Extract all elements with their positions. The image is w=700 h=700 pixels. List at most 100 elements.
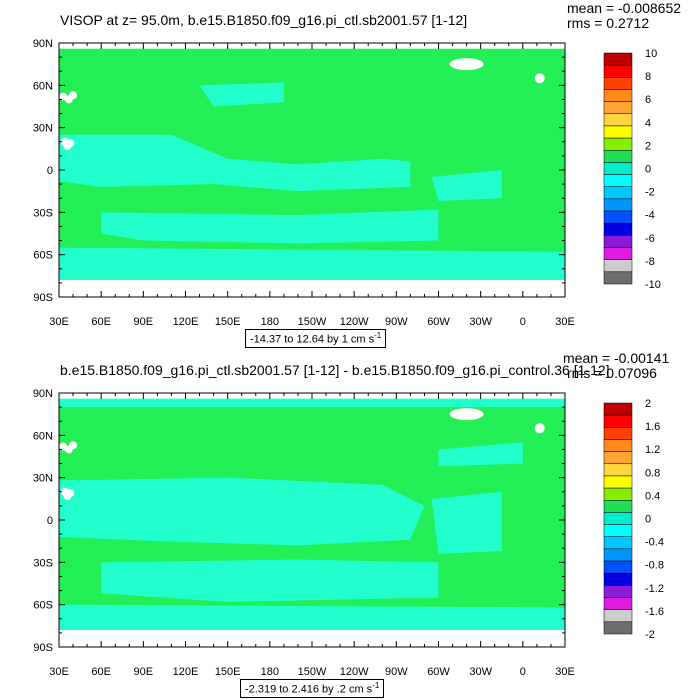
x-tick-label: 0 [520,666,526,678]
greenland-mask [449,408,484,421]
colorbar-swatch [603,271,633,285]
cyan-region [59,477,425,546]
colorbar-swatch [603,475,633,489]
contour-range-label: -14.37 to 12.64 by 1 cm s-1 [245,329,387,348]
x-tick-label: 30W [469,316,492,328]
colorbar-label: -1.6 [645,606,664,618]
colorbar-label: 8 [645,71,651,83]
colorbar-swatch [603,64,633,78]
map-plot: 30E 60E 90E 120E 150E 180 150W 120W 90W 60W 30W 0 30… [33,38,661,328]
cyan-region [438,442,523,467]
colorbar-swatch [603,101,633,115]
top-panel: VISOP at z= 95.0m, b.e15.B1850.f09_g16.p… [33,1,681,348]
colorbar-swatch [603,125,633,139]
cyan-region [431,170,502,202]
cyan-region [101,209,439,244]
contour-range-label: -2.319 to 2.416 by .2 cm s-1 [240,679,385,698]
range-unit-exponent: -1 [374,331,382,340]
rms-stat: rms = 0.2712 [567,15,650,31]
x-tick-label: 120W [340,316,369,328]
colorbar-label: -10 [645,279,661,291]
colorbar-swatch [603,113,633,127]
y-tick-label: 60S [33,250,53,262]
cyan-region [101,559,439,602]
colorbar-swatch [603,162,633,175]
x-tick-label: 90E [134,666,154,678]
x-tick-label: 150W [298,666,327,678]
colorbar-swatch [603,451,633,465]
cyan-region [199,82,284,107]
colorbar-swatch [603,621,633,635]
y-tick-label: 0 [47,515,53,527]
colorbar-swatch [603,572,633,586]
colorbar-label: 10 [645,48,657,60]
x-tick-label: 90W [385,666,408,678]
range-unit-exponent: -1 [372,681,380,690]
colorbar-label: 0.4 [645,490,660,502]
y-tick-label: 30N [33,473,53,485]
y-tick-label: 30N [33,123,53,135]
colorbar-label: 0.8 [645,467,660,479]
map-plot: 30E 60E 90E 120E 150E 180 150W 120W 90W 60W 30W 0 30… [33,388,664,678]
colorbar-swatch [603,198,633,212]
y-tick-label: 60N [33,80,53,92]
y-tick-label: 90S [33,292,53,304]
x-tick-label: 60W [427,666,450,678]
colorbar-label: 6 [645,94,651,106]
x-tick-label: 120W [340,666,369,678]
colorbar-label: 1.2 [645,444,660,456]
colorbar-swatch [603,174,633,187]
x-tick-label: 150E [215,316,241,328]
colorbar-label: 0 [645,514,651,526]
x-tick-label: 60E [91,666,111,678]
greenland-mask [449,58,484,71]
cyan-region [59,398,565,408]
colorbar-label: -2 [645,629,655,641]
y-tick-label: 30S [33,557,53,569]
x-tick-label: 120E [173,316,199,328]
colorbar-swatch [603,597,633,610]
x-tick-label: 30E [49,666,69,678]
x-tick-label: 30E [555,666,575,678]
y-tick-label: 30S [33,207,53,219]
x-tick-label: 180 [261,666,279,678]
x-tick-label: 60E [91,316,111,328]
bottom-panel: b.e15.B1850.f09_g16.pi_ctl.sb2001.57 [1-… [0,350,700,700]
colorbar-swatch [603,210,633,224]
land-mask-dot [69,91,78,100]
x-tick-label: 150E [215,666,241,678]
colorbar-swatch [603,137,633,151]
mean-stat: mean = -0.00141 [563,350,670,366]
land-mask-dot [534,73,545,84]
colorbar-swatch [603,402,633,416]
colorbar-label: 2 [645,398,651,410]
land-mask-dot [66,489,75,498]
cyan-region [59,134,411,192]
colorbar-swatch [603,247,633,260]
colorbar-swatch [603,222,633,236]
x-tick-label: 90W [385,316,408,328]
x-tick-label: 30W [469,666,492,678]
x-tick-label: 180 [261,316,279,328]
x-tick-label: 150W [298,316,327,328]
colorbar-label: -6 [645,233,655,245]
colorbar-swatch [603,77,633,90]
y-tick-label: 0 [47,165,53,177]
colorbar-label: -1.2 [645,583,664,595]
colorbar-swatch [603,150,633,163]
colorbar-swatch [603,609,633,623]
y-tick-label: 60S [33,600,53,612]
chart-title: VISOP at z= 95.0m, b.e15.B1850.f09_g16.p… [60,12,468,28]
y-tick-label: 90N [33,38,53,50]
colorbar-swatch [603,536,633,550]
colorbar-label: 0 [645,164,651,176]
range-text: -2.319 to 2.416 by .2 cm s [245,683,373,696]
x-tick-label: 30E [49,316,69,328]
x-tick-label: 30E [555,316,575,328]
colorbar-swatch [603,186,633,200]
colorbar-label: 4 [645,117,651,129]
colorbar-swatch [603,235,633,248]
cyan-region [59,604,565,631]
x-tick-label: 90E [134,316,154,328]
colorbar-swatch [603,414,633,428]
